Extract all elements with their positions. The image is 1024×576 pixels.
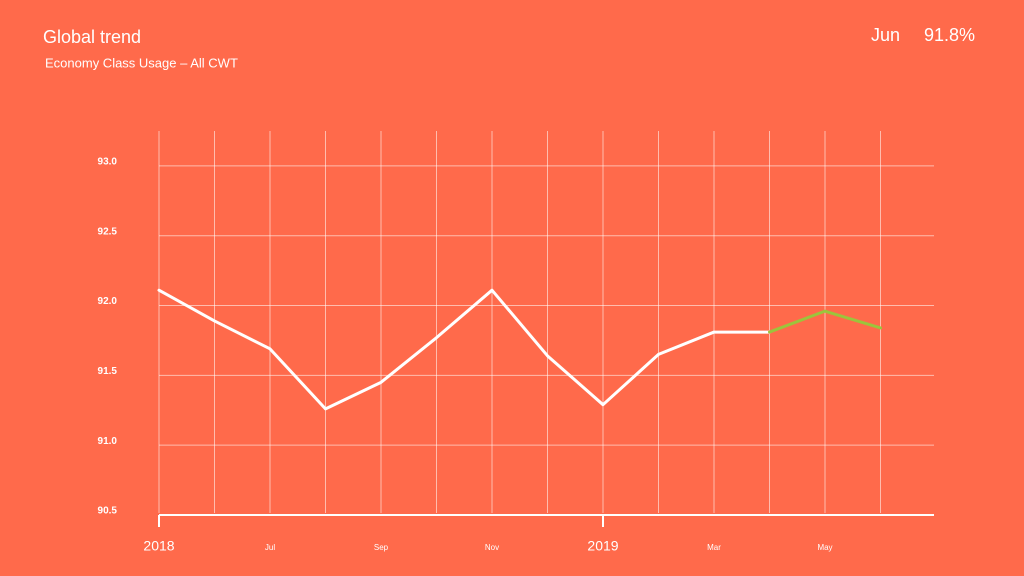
x-tick-label: Jul [265, 543, 275, 552]
x-tick-label: Sep [374, 543, 389, 552]
y-tick-label: 91.5 [98, 366, 118, 377]
chart-title: Global trend [43, 27, 141, 47]
highlight-label: Jun [871, 25, 900, 45]
chart-subtitle: Economy Class Usage – All CWT [45, 55, 238, 70]
y-tick-label: 92.0 [98, 296, 118, 307]
x-tick-label: 2019 [587, 538, 618, 554]
x-tick-label: 2018 [143, 538, 174, 554]
highlight-value: 91.8% [924, 25, 975, 45]
x-tick-label: May [817, 543, 832, 552]
x-tick-label: Nov [485, 543, 499, 552]
line-series [157, 288, 771, 411]
x-tick-label: Mar [707, 543, 721, 552]
line-series [768, 309, 882, 334]
y-tick-label: 91.0 [98, 436, 118, 447]
y-tick-label: 93.0 [98, 157, 118, 168]
y-tick-label: 90.5 [98, 506, 118, 517]
y-tick-label: 92.5 [98, 226, 118, 237]
